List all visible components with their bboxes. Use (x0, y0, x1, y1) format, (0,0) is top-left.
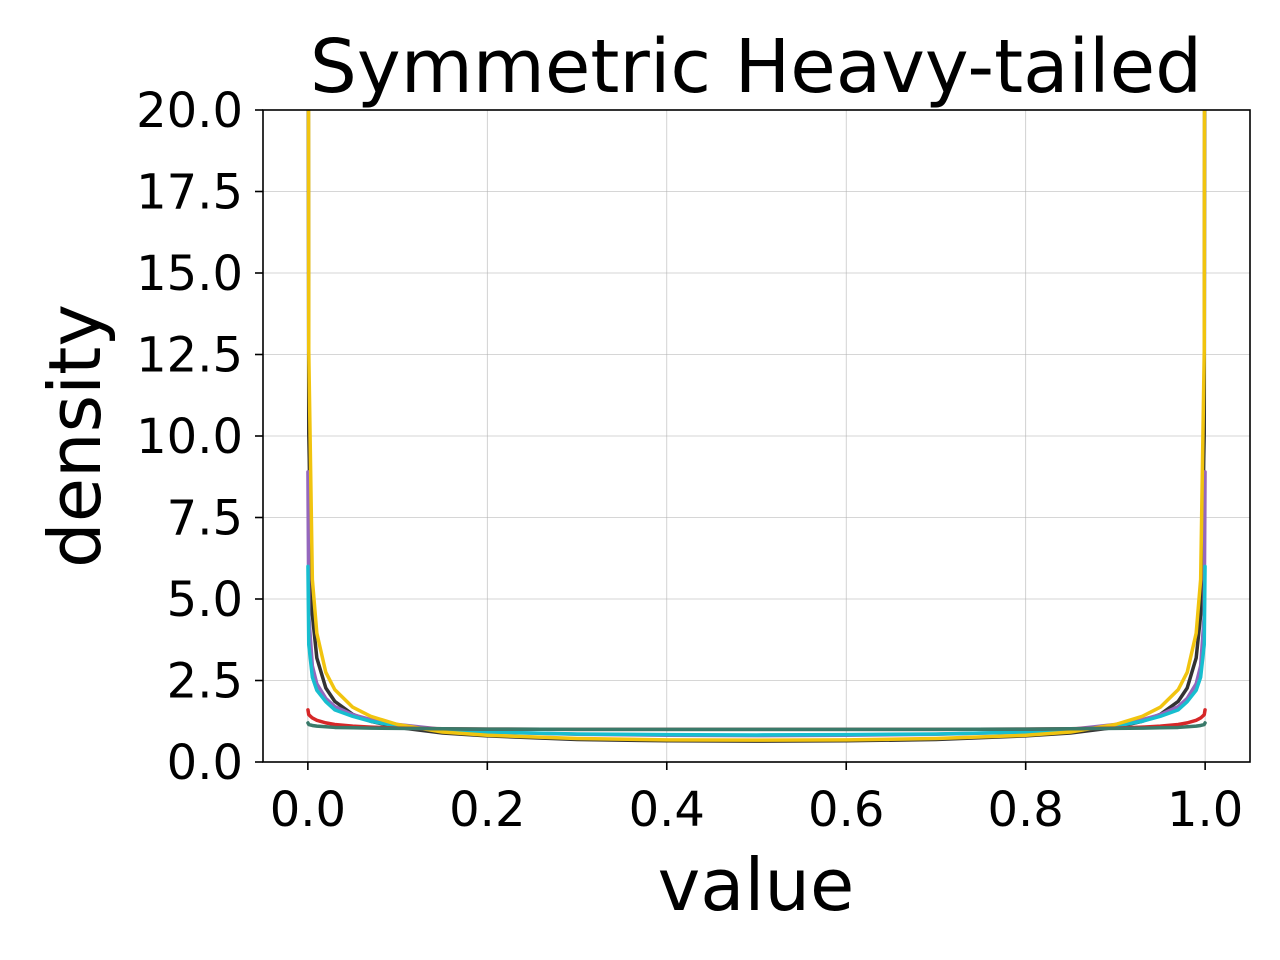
y-tick-label: 7.5 (167, 491, 243, 547)
y-tick-label: 2.5 (167, 654, 243, 710)
chart-title: Symmetric Heavy-tailed (310, 24, 1202, 110)
x-tick-label: 0.2 (449, 782, 525, 838)
x-tick-label: 0.8 (988, 782, 1064, 838)
x-tick-label: 0.6 (808, 782, 884, 838)
x-axis-label: value (658, 843, 855, 927)
y-tick-label: 5.0 (167, 572, 243, 628)
grid (263, 109, 1250, 763)
x-tick-label: 0.0 (270, 782, 346, 838)
y-axis-label: density (33, 304, 117, 568)
series-line-4 (306, 110, 1207, 742)
y-tick-label: 0.0 (167, 735, 243, 791)
series-line-2 (306, 470, 1207, 738)
series-line-1 (306, 110, 1207, 743)
y-tick-label: 17.5 (136, 165, 243, 221)
series-line-3 (306, 564, 1207, 737)
x-axis: 0.0 0.2 0.4 0.6 0.8 1.0 (270, 762, 1243, 838)
y-tick-label: 10.0 (136, 409, 243, 465)
series-line-6 (306, 721, 1207, 732)
y-tick-label: 12.5 (136, 328, 243, 384)
y-tick-label: 15.0 (136, 246, 243, 302)
series-line-5 (306, 708, 1207, 732)
x-tick-label: 1.0 (1167, 782, 1243, 838)
x-tick-label: 0.4 (629, 782, 705, 838)
y-axis: 0.0 2.5 5.0 7.5 10.0 12.5 15.0 17.5 20.0 (136, 83, 263, 791)
y-tick-label: 20.0 (136, 83, 243, 139)
series-layer (306, 110, 1207, 743)
